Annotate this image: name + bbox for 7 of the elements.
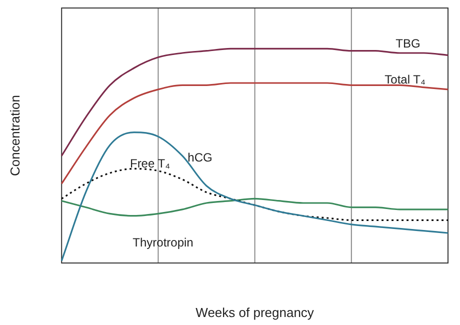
series-label: Total T₄ [384,72,426,86]
series-label: TBG [396,36,420,50]
series-label: Free T₄ [130,156,170,170]
series-label: Thyrotropin [132,235,194,250]
x-axis-title: Weeks of pregnancy [196,304,314,320]
y-axis-title: Concentration [7,95,22,176]
series-label: hCG [188,150,212,164]
